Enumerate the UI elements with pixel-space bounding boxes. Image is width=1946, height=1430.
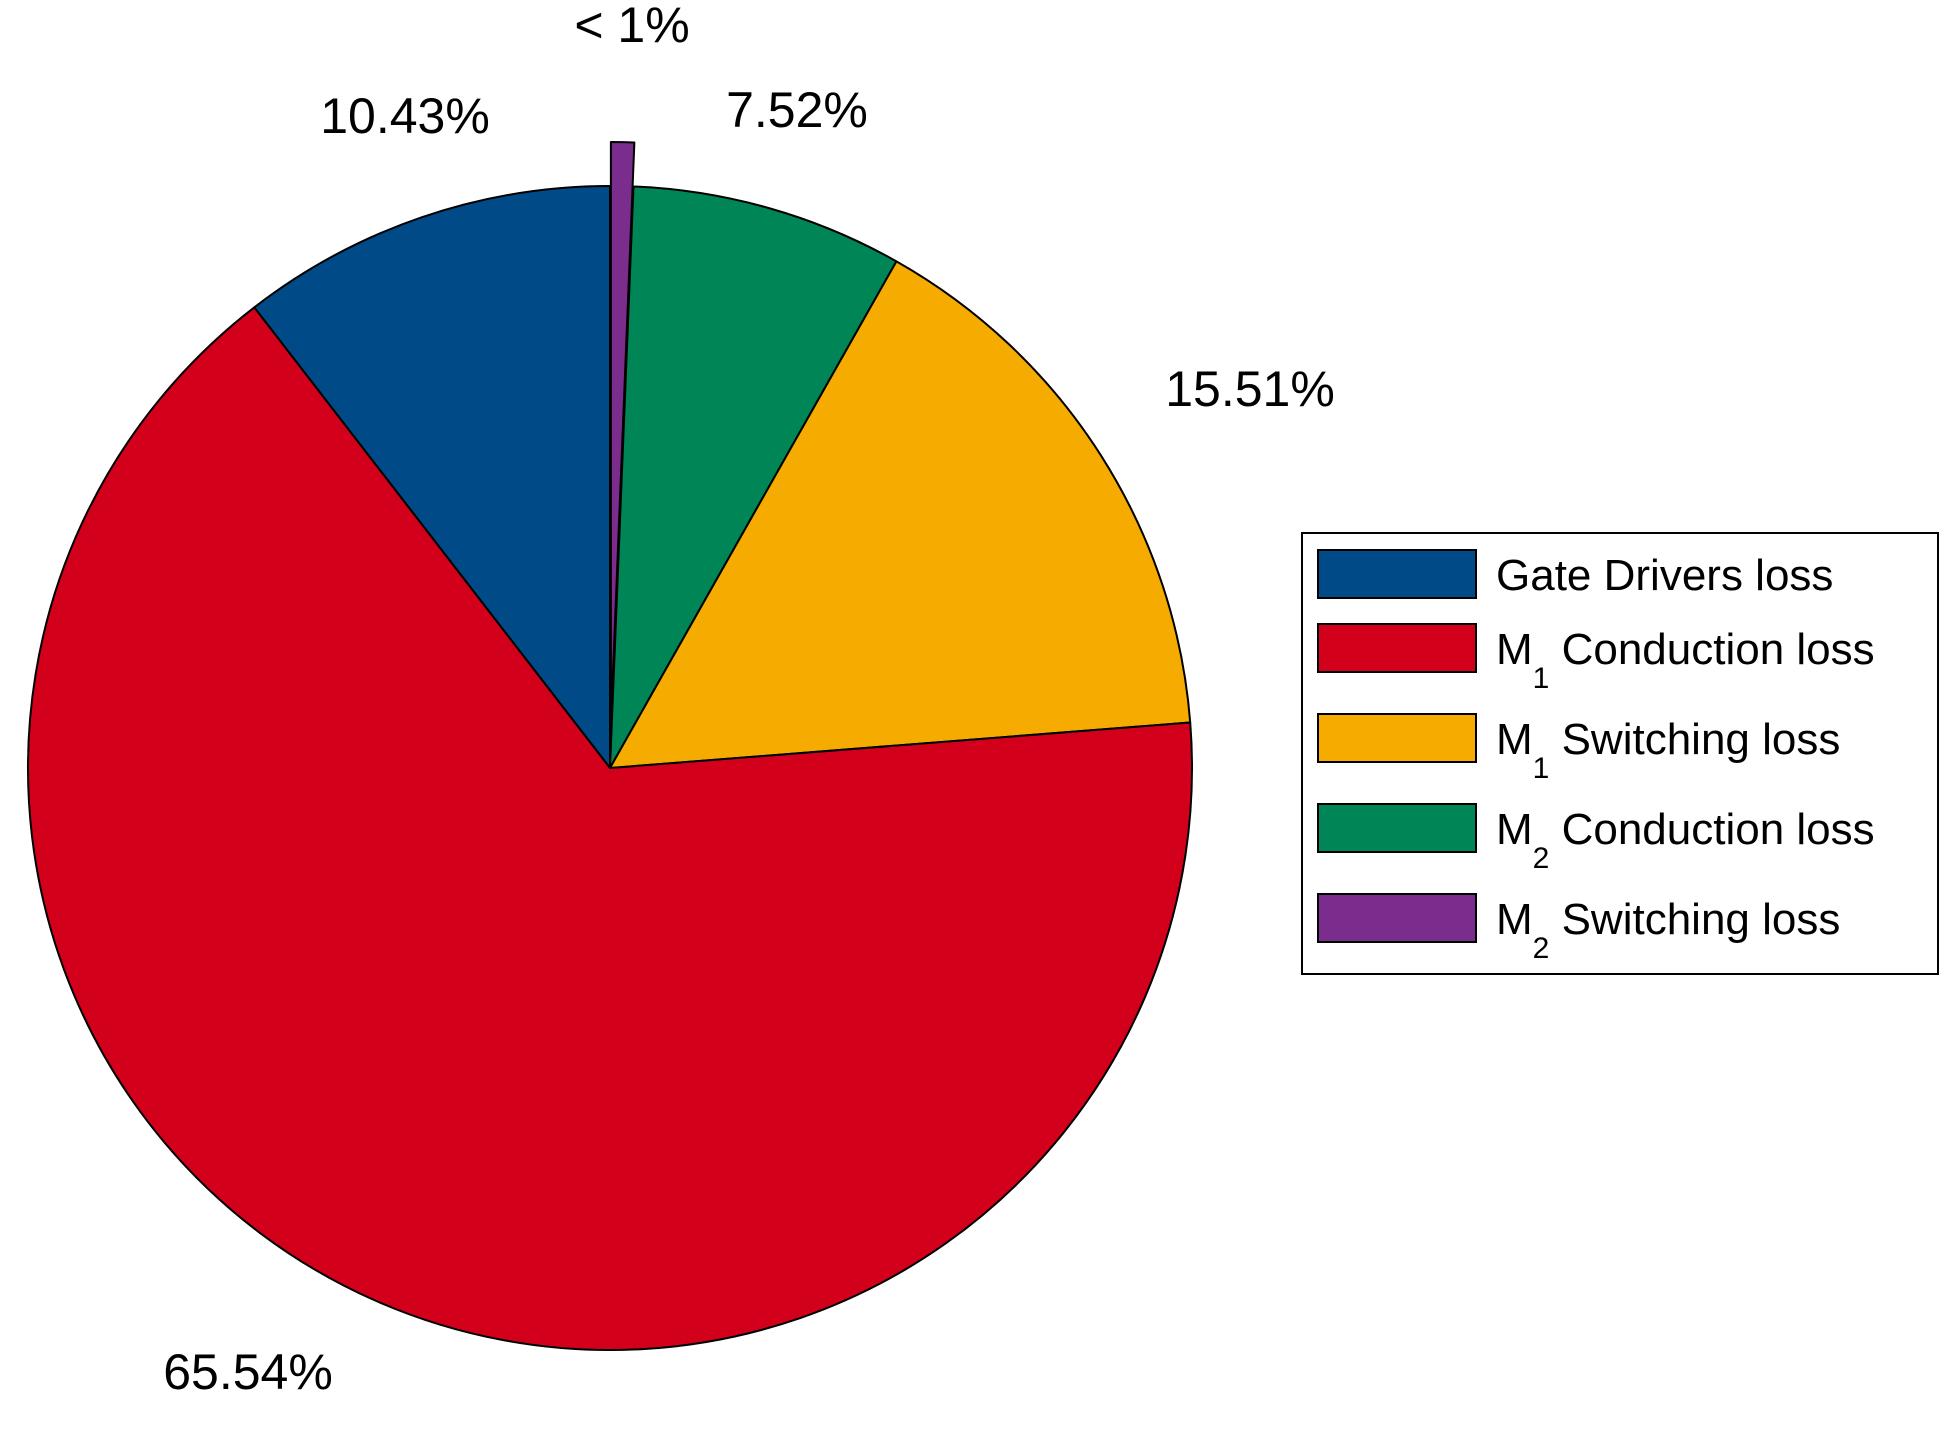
legend-label-2: M1 Switching loss: [1496, 715, 1840, 785]
legend: Gate Drivers loss M1 Conduction loss M1 Sw…: [1301, 532, 1939, 975]
legend-label-3: M2 Conduction loss: [1496, 805, 1875, 875]
slice-label-2: 7.52%: [726, 82, 868, 138]
pie-slices: [27, 141, 1193, 1351]
slice-label-4: 65.54%: [163, 1344, 333, 1400]
legend-label-4: M2 Switching loss: [1496, 895, 1840, 965]
slice-label-0: 10.43%: [320, 88, 490, 144]
pie-slice-0: [253, 185, 611, 769]
legend-swatch-3: [1317, 803, 1477, 853]
pie-slice-4: [27, 306, 1193, 1351]
legend-swatch-1: [1317, 623, 1477, 673]
pie-percent-labels: 10.43% < 1% 7.52% 15.51% 65.54%: [163, 0, 1335, 1400]
pie-slice-3: [609, 260, 1192, 769]
slice-label-1: < 1%: [574, 0, 689, 53]
legend-swatch-0: [1317, 549, 1477, 599]
legend-label-0: Gate Drivers loss: [1496, 551, 1833, 600]
legend-swatch-2: [1317, 713, 1477, 763]
slice-label-3: 15.51%: [1165, 361, 1335, 417]
pie-slice-2: [609, 185, 898, 769]
legend-swatch-4: [1317, 893, 1477, 943]
legend-label-1: M1 Conduction loss: [1496, 625, 1875, 695]
